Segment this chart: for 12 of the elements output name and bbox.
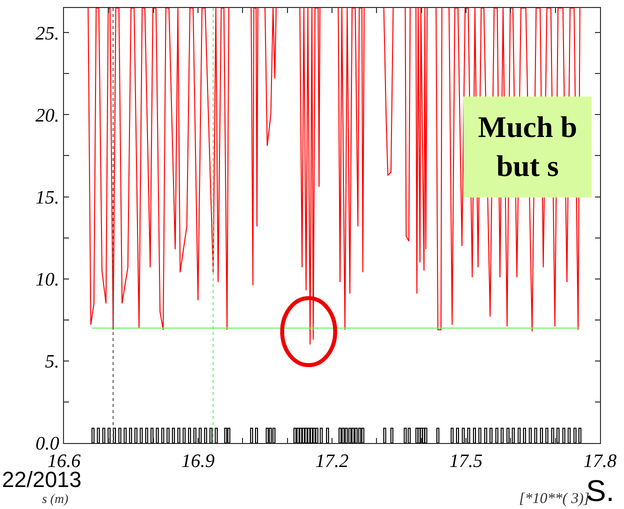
x-tick-label: 16.9 bbox=[181, 450, 216, 472]
x-tick-label: 17.8 bbox=[583, 450, 618, 472]
annotation: Much b but s bbox=[478, 111, 578, 183]
y-tick-label: 10. bbox=[35, 270, 60, 290]
x-tick-label: 17.5 bbox=[449, 450, 483, 472]
y-tick-label: 20. bbox=[35, 105, 60, 126]
text: [*10**( 3)] bbox=[519, 491, 590, 507]
y-tick-label: 25. bbox=[35, 23, 60, 44]
x-tick-label: 17.2 bbox=[315, 450, 350, 472]
x-axis-title: s (m) bbox=[42, 491, 68, 506]
y-tick-label: 15. bbox=[35, 187, 60, 208]
y-tick-label: 5. bbox=[44, 352, 60, 373]
